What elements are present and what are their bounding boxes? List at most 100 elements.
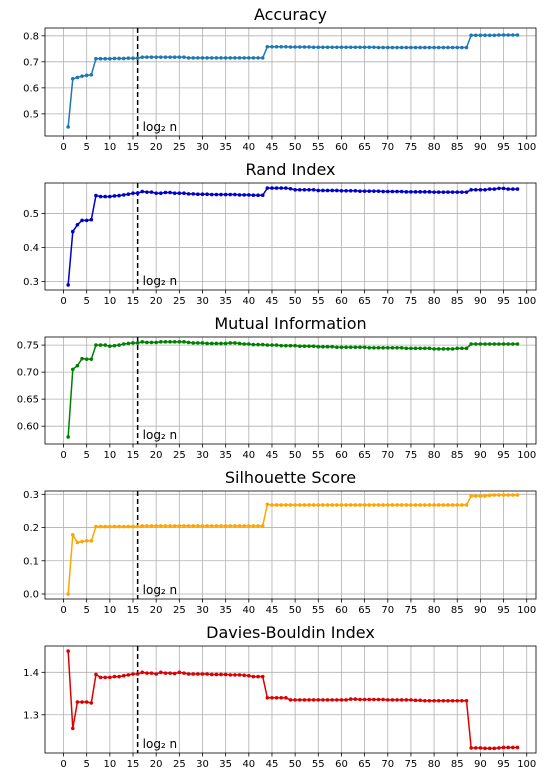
- data-point: [385, 698, 390, 702]
- data-point: [372, 697, 376, 702]
- data-point: [98, 675, 103, 680]
- data-point: [311, 45, 316, 50]
- x-tick-label: 60: [335, 759, 348, 770]
- data-point: [159, 670, 163, 675]
- data-point: [247, 56, 251, 60]
- data-point: [432, 698, 436, 703]
- data-point: [265, 696, 270, 700]
- data-point: [297, 344, 302, 348]
- data-point: [191, 192, 196, 196]
- data-point: [409, 503, 413, 507]
- data-point: [497, 33, 501, 37]
- y-tick-label: 0.6: [23, 83, 39, 94]
- chart-panel-5: Davies-Bouldin Index 0 5 10 15 20 25 30 35 40 45 50…: [23, 623, 537, 770]
- data-point: [131, 524, 135, 529]
- data-point: [284, 44, 288, 49]
- x-tick-label: 35: [219, 450, 232, 461]
- data-point: [145, 340, 149, 345]
- data-point: [247, 342, 251, 346]
- data-point: [460, 45, 464, 50]
- data-point: [376, 45, 381, 50]
- data-point: [256, 674, 260, 679]
- data-point: [353, 697, 358, 701]
- data-point: [464, 698, 469, 703]
- data-point: [288, 503, 293, 507]
- x-tick-label: 100: [517, 450, 536, 461]
- x-tick-label: 15: [127, 450, 140, 461]
- data-point: [330, 344, 334, 349]
- data-point: [353, 45, 358, 50]
- series-line: [67, 341, 518, 438]
- data-point: [455, 698, 460, 703]
- data-point: [501, 745, 506, 750]
- x-tick-label: 50: [289, 296, 302, 307]
- data-point: [515, 745, 520, 750]
- x-tick-label: 0: [60, 605, 66, 616]
- data-point: [473, 187, 478, 192]
- data-point: [182, 191, 186, 195]
- data-point: [159, 340, 163, 344]
- data-point: [399, 189, 404, 194]
- data-point: [242, 524, 246, 528]
- x-tick-label: 75: [405, 296, 418, 307]
- data-point: [358, 697, 362, 702]
- data-point: [335, 698, 339, 702]
- data-point: [321, 188, 325, 193]
- data-point: [316, 698, 321, 702]
- data-point: [478, 33, 483, 38]
- data-point: [182, 671, 186, 675]
- data-point: [362, 45, 367, 50]
- data-point: [219, 341, 223, 346]
- data-point: [335, 188, 339, 193]
- y-tick-label: 0.60: [17, 422, 39, 433]
- x-tick-label: 10: [103, 142, 116, 153]
- data-point: [288, 45, 293, 49]
- data-point: [186, 524, 191, 528]
- data-point: [214, 56, 219, 60]
- data-point: [214, 524, 219, 528]
- data-point: [413, 45, 418, 50]
- data-point: [89, 73, 94, 77]
- plot-frame: [44, 27, 537, 137]
- data-point: [149, 524, 154, 528]
- x-tick-label: 10: [103, 450, 116, 461]
- data-point: [418, 190, 423, 194]
- data-point: [247, 673, 251, 678]
- data-point: [446, 698, 450, 703]
- data-point: [348, 45, 353, 50]
- x-tick-label: 85: [451, 296, 464, 307]
- data-point: [469, 33, 473, 38]
- data-point: [473, 494, 478, 498]
- data-point: [70, 367, 75, 372]
- data-point: [80, 700, 84, 704]
- x-tick-label: 20: [150, 450, 163, 461]
- x-tick-label: 80: [428, 296, 441, 307]
- data-point: [293, 45, 297, 49]
- data-point: [390, 346, 395, 350]
- data-point: [511, 33, 515, 37]
- x-tick-label: 45: [266, 759, 279, 770]
- data-point: [237, 193, 242, 197]
- data-point: [390, 189, 395, 194]
- log2-n-annotation: log₂ n: [143, 120, 178, 134]
- data-point: [427, 45, 432, 50]
- data-point: [506, 493, 511, 497]
- x-tick-label: 95: [497, 605, 510, 616]
- x-tick-label: 75: [405, 142, 418, 153]
- x-tick-label: 60: [335, 450, 348, 461]
- x-tick-label: 70: [381, 759, 394, 770]
- data-point: [362, 189, 367, 193]
- data-point: [385, 189, 390, 194]
- y-tick-label: 0.3: [23, 490, 39, 501]
- data-point: [121, 342, 126, 346]
- data-point: [279, 44, 284, 49]
- data-point: [140, 670, 145, 675]
- data-point: [126, 192, 131, 197]
- data-point: [441, 347, 446, 351]
- data-point: [270, 696, 274, 700]
- data-point: [515, 33, 520, 37]
- data-point: [473, 342, 478, 346]
- data-point: [325, 344, 330, 349]
- data-point: [487, 493, 492, 498]
- y-tick-label: 0.75: [17, 341, 39, 352]
